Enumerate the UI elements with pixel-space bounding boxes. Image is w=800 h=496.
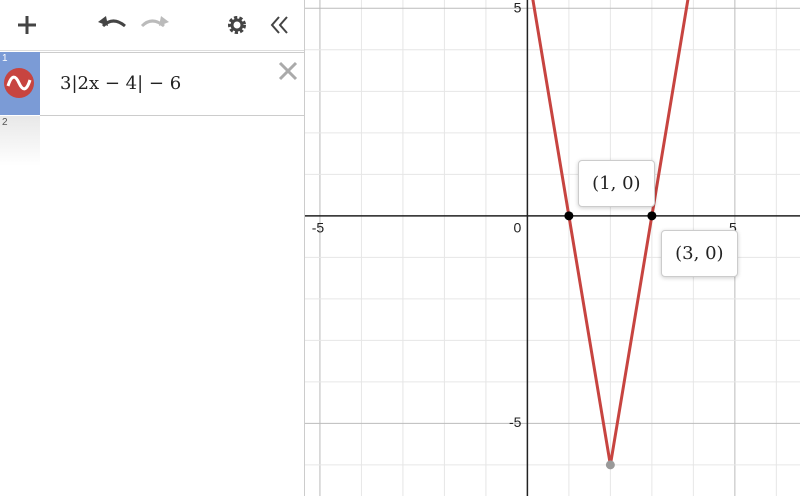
expression-index: 1 (2, 53, 8, 64)
expression-index: 2 (2, 117, 8, 128)
settings-button[interactable] (228, 16, 246, 34)
y-tick-label: -5 (509, 414, 522, 430)
point (564, 211, 574, 221)
y-tick-label: 5 (514, 0, 522, 16)
expression-row[interactable]: 3|2x − 4| − 6 (40, 52, 304, 116)
redo-arrow (159, 16, 169, 26)
collapse-button[interactable] (270, 16, 288, 34)
expression-panel: 1 3|2x − 4| − 6 2 (0, 0, 305, 496)
point-label[interactable]: (1, 0) (577, 159, 655, 207)
expression-icon (4, 68, 34, 98)
toolbar-icons (18, 16, 288, 34)
graph-canvas: -5 0 5 -5 5 (305, 0, 800, 496)
x-tick-label: -5 (312, 220, 325, 236)
point (605, 460, 615, 470)
undo-arrow (98, 16, 108, 26)
x-tick-label: 0 (513, 220, 521, 236)
x-tick-label: 5 (729, 220, 737, 236)
point-label[interactable]: (3, 0) (660, 229, 738, 277)
expression-tab[interactable]: 1 (0, 52, 40, 115)
expression-tab[interactable]: 2 (0, 116, 40, 166)
delete-button[interactable] (278, 61, 298, 81)
expression-latex[interactable]: 3|2x − 4| − 6 (60, 73, 182, 94)
add-button[interactable] (18, 16, 36, 34)
point (647, 211, 657, 221)
toolbar (0, 0, 304, 51)
